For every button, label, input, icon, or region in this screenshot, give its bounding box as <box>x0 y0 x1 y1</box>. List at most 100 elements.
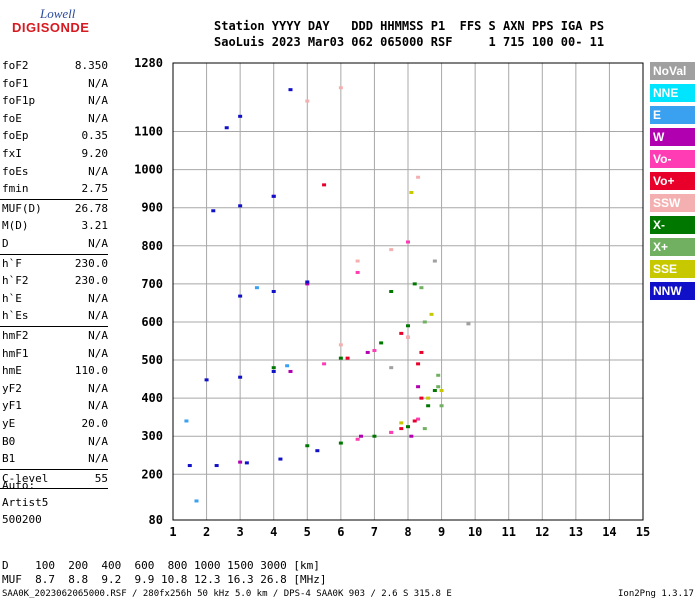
param-value: N/A <box>88 434 108 448</box>
echo-point <box>436 385 441 389</box>
echo-point <box>204 378 209 382</box>
param-value: N/A <box>88 329 108 342</box>
chart-grid <box>172 62 644 521</box>
x-tick-label: 13 <box>569 525 583 539</box>
echo-point <box>338 86 343 90</box>
echo-point <box>355 259 360 263</box>
echo-point <box>432 389 437 393</box>
param-name: yF1 <box>2 399 22 413</box>
y-tick-label: 600 <box>141 315 163 329</box>
param-value: N/A <box>88 381 108 395</box>
echo-point <box>345 356 350 360</box>
footer-muf-row: MUF 8.7 8.8 9.2 9.9 10.8 12.3 16.3 26.8 … <box>2 573 327 586</box>
x-tick-label: 6 <box>337 525 344 539</box>
echo-point <box>359 434 363 438</box>
echo-point <box>436 373 441 377</box>
echo-point <box>439 389 444 393</box>
param-row: M(D) 3.21 <box>2 219 108 235</box>
footer-distance-row: D 100 200 400 600 800 1000 1500 3000 [km… <box>2 559 320 572</box>
echo-point <box>416 385 421 389</box>
param-row: fxI 9.20 <box>2 147 108 163</box>
echo-point <box>406 335 410 339</box>
auto-artist-label: Artist5 <box>2 496 49 509</box>
param-row: B1 N/A <box>2 452 108 468</box>
echo-point <box>271 290 276 293</box>
param-value: 20.0 <box>81 417 109 430</box>
echo-point <box>429 312 434 316</box>
param-row: yE 20.0 <box>2 417 108 433</box>
param-value: N/A <box>88 399 108 413</box>
x-tick-label: 12 <box>535 525 549 539</box>
echo-point <box>416 175 421 179</box>
chart-points <box>184 86 471 503</box>
param-row: foF2 8.350 <box>2 59 108 75</box>
param-row: hmE 110.0 <box>2 364 108 380</box>
echo-point <box>412 419 417 423</box>
plot-frame <box>172 62 644 521</box>
echo-point <box>288 88 293 92</box>
echo-point <box>238 375 243 379</box>
y-tick-label: 1280 <box>134 56 163 70</box>
echo-point <box>399 331 404 335</box>
echo-point <box>416 362 421 366</box>
param-separator <box>0 198 108 200</box>
param-value: 8.350 <box>74 59 108 72</box>
echo-point <box>422 427 427 431</box>
x-tick-label: 9 <box>438 525 445 539</box>
legend-item: SSW <box>650 194 695 212</box>
echo-point <box>187 464 192 468</box>
echo-point <box>419 286 424 290</box>
x-tick-label: 14 <box>602 525 616 539</box>
x-tick-label: 15 <box>636 525 650 539</box>
echo-point <box>244 461 249 465</box>
echo-point <box>285 364 290 368</box>
y-tick-label: 700 <box>141 277 163 291</box>
param-value: N/A <box>88 291 108 305</box>
echo-point <box>439 404 444 408</box>
param-value: 2.75 <box>81 182 109 196</box>
param-name: M(D) <box>2 219 29 233</box>
y-tick-label: 400 <box>141 391 163 405</box>
y-tick-labels: 80 200 300 400 500 600 700 800 900 1000 1100 1280 <box>134 56 163 527</box>
legend-item: Vo+ <box>650 172 695 190</box>
y-tick-label: 1000 <box>134 163 163 177</box>
y-tick-label: 80 <box>149 513 163 527</box>
param-name: h`F <box>2 256 22 270</box>
param-name: foEp <box>2 129 29 143</box>
echo-point <box>184 419 189 423</box>
echo-point <box>338 343 343 347</box>
param-value: 3.21 <box>81 219 109 233</box>
param-value: N/A <box>88 76 108 90</box>
x-tick-label: 7 <box>371 525 378 539</box>
echo-point <box>305 280 310 284</box>
footer-version: Ion2Png 1.3.17 <box>618 589 694 599</box>
echo-point <box>432 259 437 263</box>
echo-point <box>466 322 471 326</box>
param-name: foF2 <box>2 59 29 72</box>
param-row: fmin 2.75 <box>2 182 108 198</box>
footer-file-info: SAA0K_2023062065000.RSF / 280fx256h 50 k… <box>2 589 452 599</box>
param-value: N/A <box>88 309 108 323</box>
y-tick-label: 1100 <box>134 125 163 139</box>
auto-label: Auto: <box>2 479 36 492</box>
legend-item: SSE <box>650 260 695 278</box>
echo-point <box>426 396 431 400</box>
header-line-2: SaoLuis 2023 Mar03 062 065000 RSF 1 715 … <box>214 35 605 49</box>
echo-point <box>271 369 276 373</box>
echo-point <box>365 350 370 354</box>
y-tick-label: 900 <box>141 201 163 215</box>
param-value: 9.20 <box>81 147 109 160</box>
param-separator <box>0 468 108 470</box>
param-value: 26.78 <box>74 201 108 215</box>
y-tick-label: 500 <box>141 353 163 367</box>
param-value: 0.35 <box>81 129 109 143</box>
param-name: fmin <box>2 182 29 196</box>
legend-item: W <box>650 128 695 146</box>
echo-point <box>422 320 427 324</box>
echo-point <box>419 350 424 354</box>
echo-point <box>322 183 327 187</box>
echo-point <box>338 356 343 360</box>
echo-point <box>399 421 404 425</box>
param-row: B0 N/A <box>2 435 108 451</box>
y-tick-label: 200 <box>141 467 163 481</box>
